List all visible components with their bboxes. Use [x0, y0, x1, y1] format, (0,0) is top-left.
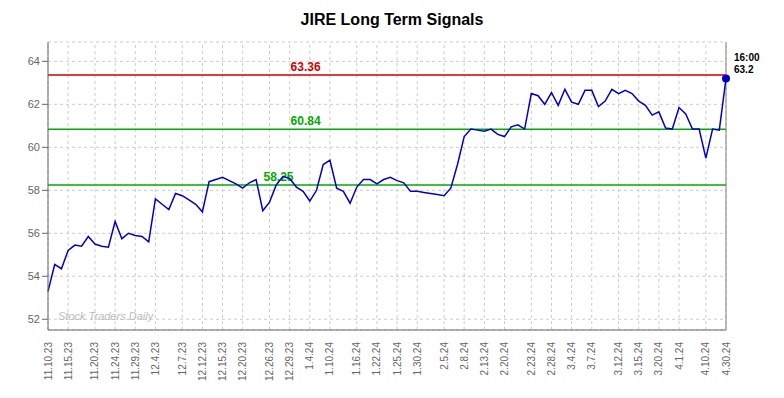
svg-text:12.12.23: 12.12.23 [197, 342, 208, 381]
svg-text:1.22.24: 1.22.24 [371, 342, 382, 376]
svg-text:11.29.23: 11.29.23 [130, 342, 141, 381]
svg-text:60.84: 60.84 [291, 114, 321, 128]
svg-text:58: 58 [28, 184, 40, 196]
svg-text:12.29.23: 12.29.23 [284, 342, 295, 381]
svg-text:2.23.24: 2.23.24 [526, 342, 537, 376]
svg-text:1.25.24: 1.25.24 [392, 342, 403, 376]
svg-text:3.15.24: 3.15.24 [633, 342, 644, 376]
svg-text:3.4.24: 3.4.24 [566, 342, 577, 370]
svg-text:12.4.23: 12.4.23 [150, 342, 161, 376]
svg-text:3.20.24: 3.20.24 [653, 342, 664, 376]
svg-text:63.36: 63.36 [291, 60, 321, 74]
svg-text:1.4.24: 1.4.24 [304, 342, 315, 370]
svg-text:54: 54 [28, 270, 40, 282]
svg-text:56: 56 [28, 227, 40, 239]
svg-text:16:0063.2: 16:0063.2 [734, 52, 760, 75]
html-text:Stock Traders Daily: Stock Traders Daily [58, 310, 154, 322]
svg-text:12.26.23: 12.26.23 [264, 342, 275, 381]
svg-text:62: 62 [28, 98, 40, 110]
svg-text:11.24.23: 11.24.23 [110, 342, 121, 381]
svg-text:1.30.24: 1.30.24 [412, 342, 423, 376]
svg-text:2.13.24: 2.13.24 [479, 342, 490, 376]
svg-text:11.20.23: 11.20.23 [89, 342, 100, 381]
svg-text:1.16.24: 1.16.24 [351, 342, 362, 376]
html-text:JIRE Long Term Signals: JIRE Long Term Signals [300, 11, 484, 28]
svg-text:2.8.24: 2.8.24 [459, 342, 470, 370]
svg-text:4.30.24: 4.30.24 [721, 342, 732, 376]
svg-text:12.20.23: 12.20.23 [237, 342, 248, 381]
svg-text:1.10.24: 1.10.24 [324, 342, 335, 376]
svg-text:4.10.24: 4.10.24 [700, 342, 711, 376]
svg-text:3.7.24: 3.7.24 [586, 342, 597, 370]
svg-text:12.15.23: 12.15.23 [217, 342, 228, 381]
svg-text:52: 52 [28, 313, 40, 325]
svg-text:11.10.23: 11.10.23 [43, 342, 54, 381]
svg-text:2.28.24: 2.28.24 [546, 342, 557, 376]
svg-text:2.5.24: 2.5.24 [439, 342, 450, 370]
svg-text:4.1.24: 4.1.24 [674, 342, 685, 370]
svg-text:60: 60 [28, 141, 40, 153]
svg-text:58.25: 58.25 [263, 169, 294, 184]
svg-text:2.20.24: 2.20.24 [499, 342, 510, 376]
svg-text:3.12.24: 3.12.24 [613, 342, 624, 376]
svg-text:12.7.23: 12.7.23 [177, 342, 188, 376]
svg-text:11.15.23: 11.15.23 [63, 342, 74, 381]
svg-text:64: 64 [28, 55, 40, 67]
